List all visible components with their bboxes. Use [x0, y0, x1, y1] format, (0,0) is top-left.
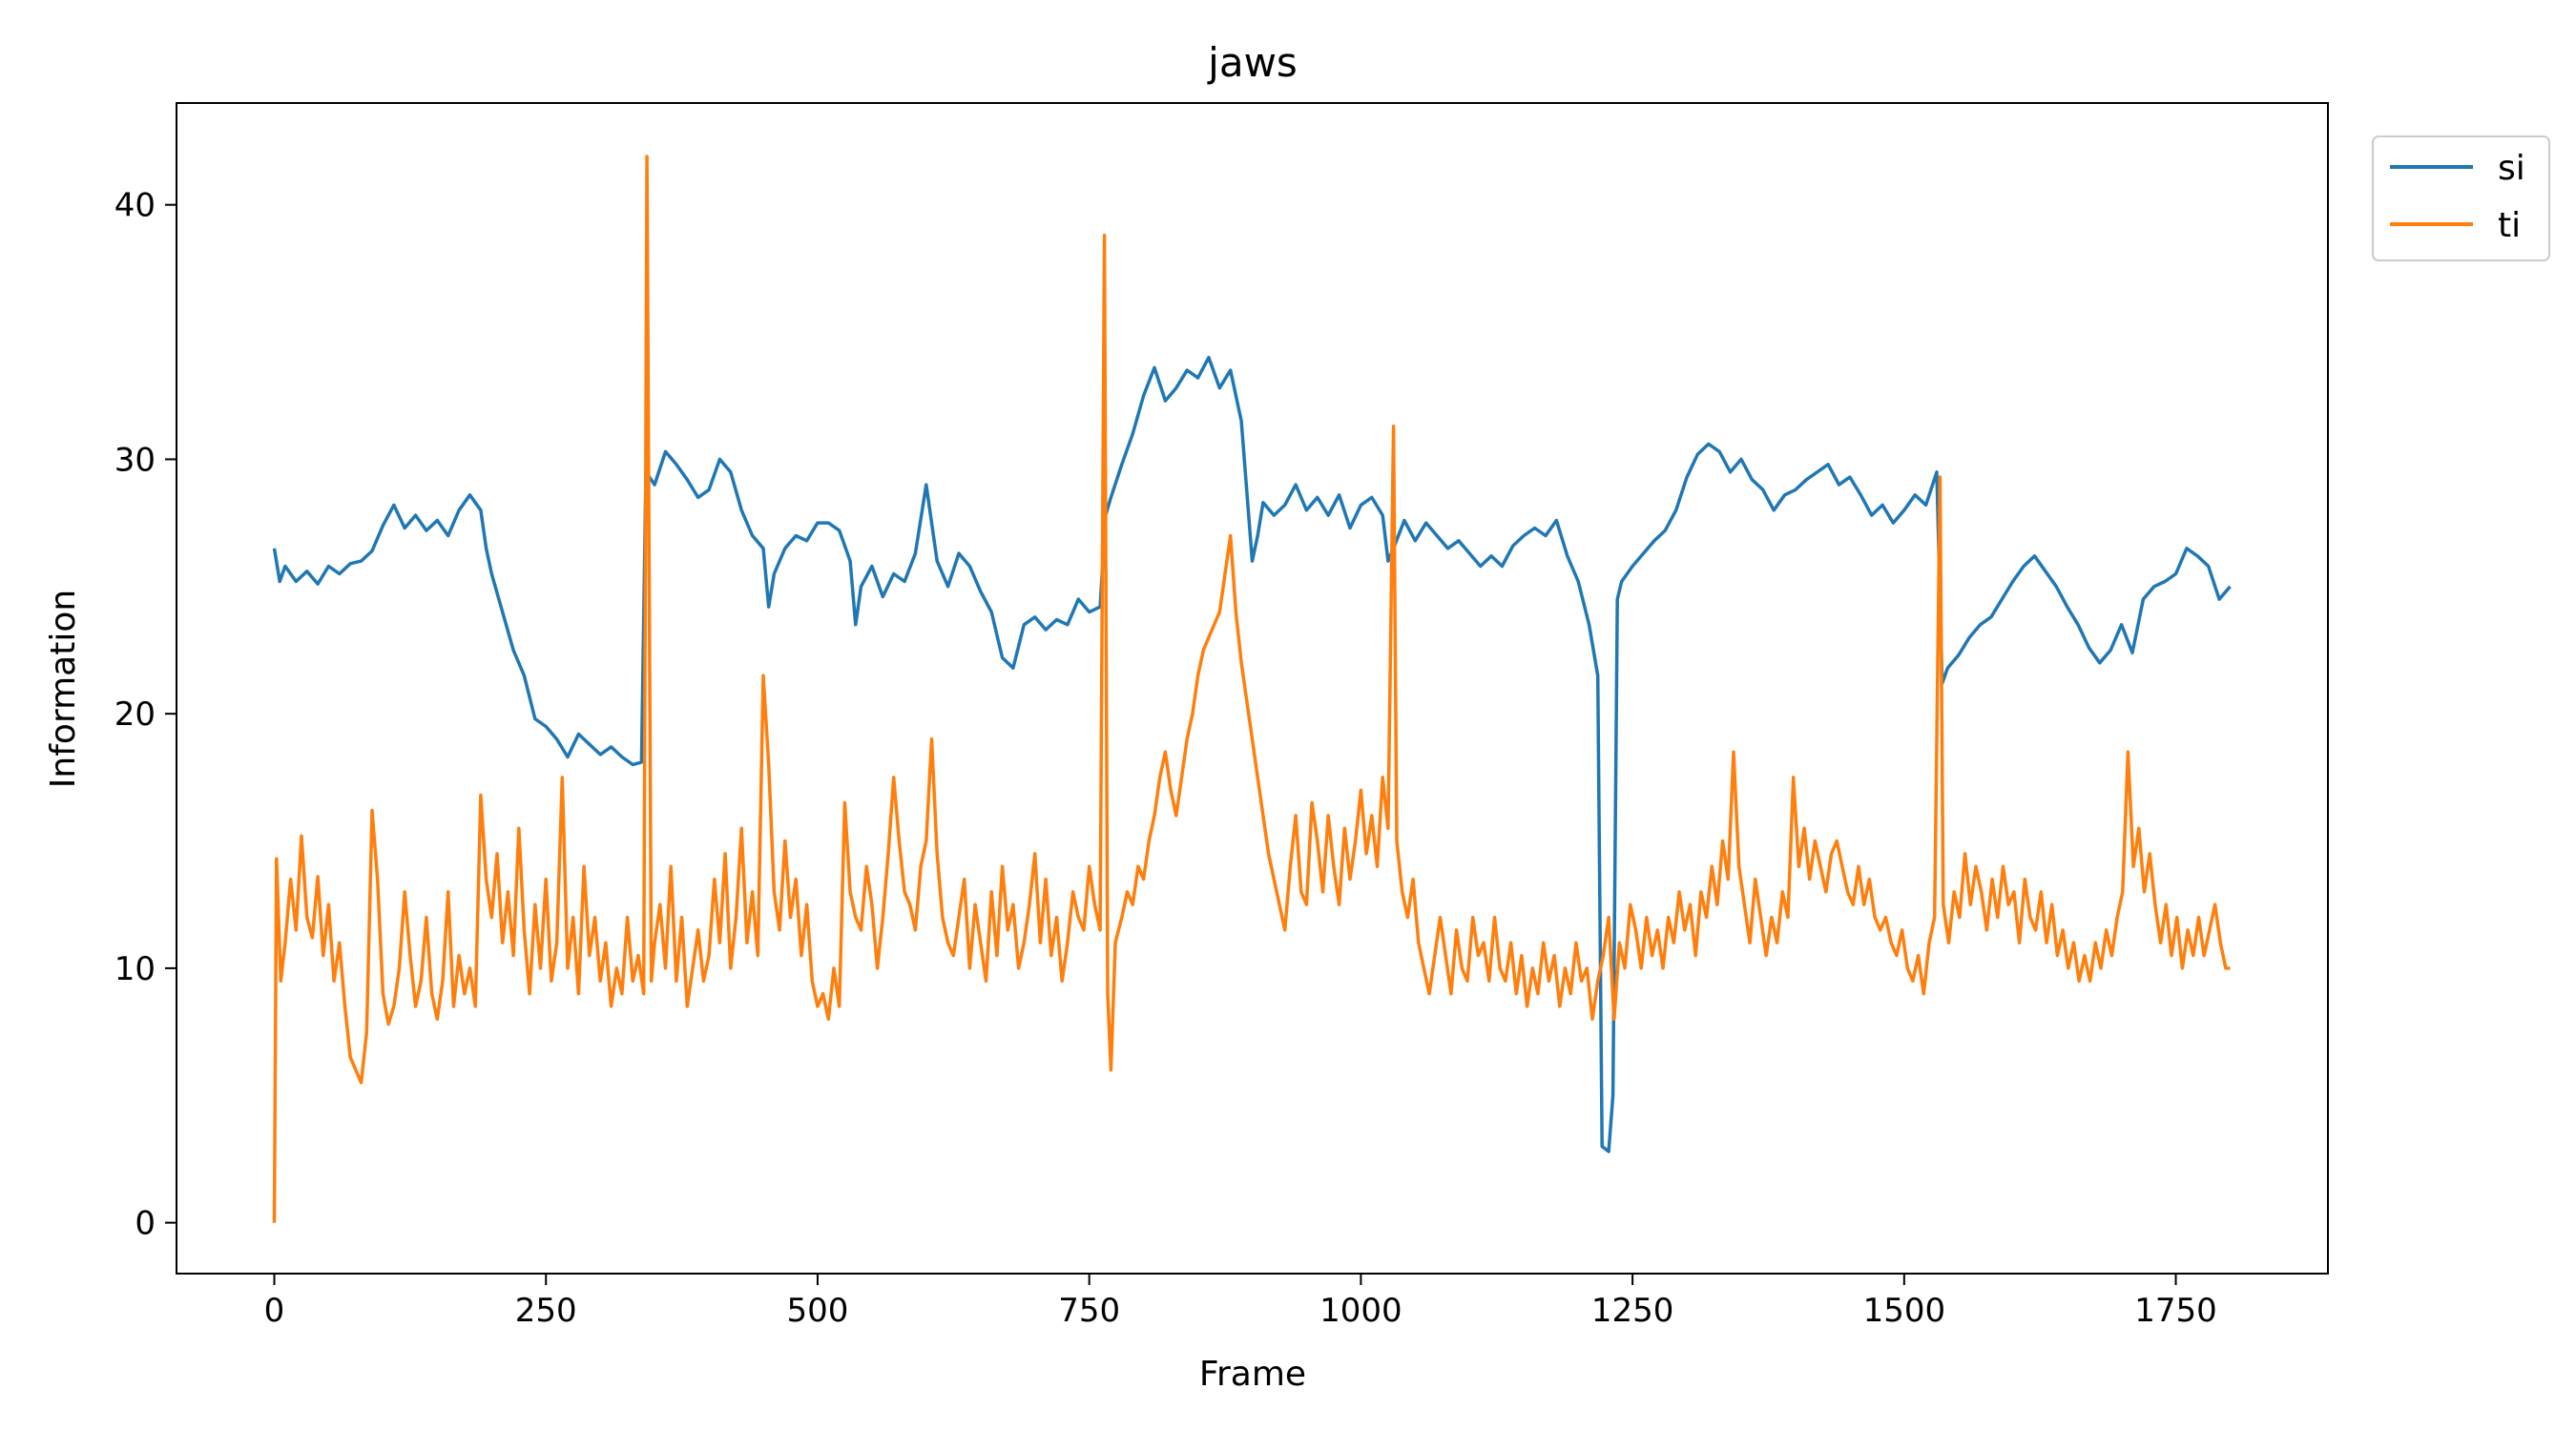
x-tick-label: 1250: [1591, 1292, 1674, 1330]
chart-title: jaws: [1207, 39, 1298, 86]
series-line-ti: [272, 155, 2231, 1223]
series-layer: [272, 155, 2232, 1223]
y-tick-label: 10: [114, 950, 156, 988]
y-axis-title: Information: [44, 590, 83, 788]
legend-label-ti: ti: [2498, 206, 2521, 245]
x-axis-title: Frame: [1199, 1355, 1306, 1394]
y-axis: 0 10 20 30 40: [114, 187, 177, 1243]
x-tick-label: 750: [1058, 1292, 1120, 1330]
series-line-si: [272, 355, 2232, 1153]
legend: si ti: [2372, 135, 2550, 261]
x-tick-label: 250: [515, 1292, 577, 1330]
x-tick-label: 0: [264, 1292, 285, 1330]
y-tick-label: 20: [114, 695, 156, 734]
y-tick-label: 30: [114, 441, 156, 479]
y-tick-label: 40: [114, 187, 156, 225]
x-axis: 0 250 500 750 1000 1250 1500 1750: [264, 1274, 2217, 1330]
x-tick-label: 1500: [1863, 1292, 1946, 1330]
x-tick-label: 500: [786, 1292, 848, 1330]
plot-frame: [176, 102, 2329, 1275]
x-tick-label: 1000: [1319, 1292, 1402, 1330]
y-tick-label: 0: [135, 1205, 156, 1243]
x-tick-label: 1750: [2134, 1292, 2217, 1330]
legend-label-si: si: [2498, 149, 2525, 188]
